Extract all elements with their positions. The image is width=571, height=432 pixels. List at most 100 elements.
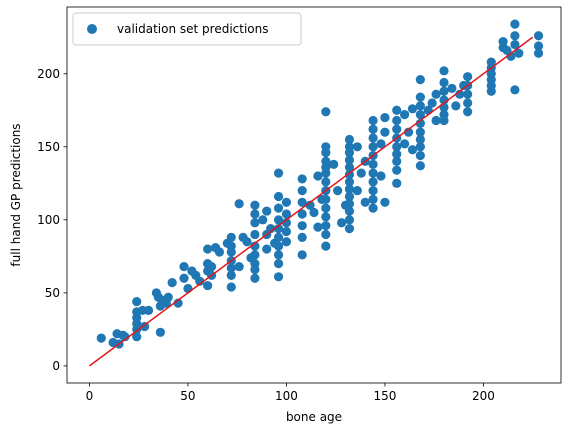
data-point [392,105,402,115]
data-point [250,241,260,251]
data-point [321,177,331,187]
data-point [415,150,425,161]
data-point [427,98,437,108]
data-point [510,85,520,95]
data-point [392,124,402,134]
data-point [321,221,331,231]
data-point [226,232,236,242]
data-point [439,115,449,126]
data-point [510,39,520,50]
data-point [143,305,154,316]
data-point [415,142,425,152]
data-point [179,261,189,272]
data-point [214,247,225,257]
y-axis-label: full hand GP predictions [9,123,23,266]
plot-area [89,19,544,367]
data-point [486,86,496,96]
data-point [431,115,441,126]
data-point [333,186,343,196]
data-point [313,222,323,232]
data-point [281,209,292,219]
data-point [321,148,331,158]
data-point [321,241,331,251]
data-point [368,203,378,213]
data-point [392,178,402,188]
data-point [262,244,272,254]
data-point [132,297,142,307]
data-point [376,139,386,149]
x-tick-label: 100 [275,389,298,403]
x-tick-label: 0 [86,389,94,403]
data-point [344,148,355,158]
data-point [273,223,284,234]
data-point [533,41,544,51]
data-point [203,244,213,254]
data-point [415,118,425,129]
data-point [273,241,284,251]
data-point [183,283,193,294]
data-point [380,127,390,137]
data-point [380,197,390,207]
data-point [262,206,272,216]
data-point [226,247,236,257]
data-point [242,237,252,247]
data-point [234,199,244,209]
data-point [380,112,390,123]
data-point [376,171,386,181]
data-point [510,19,520,29]
data-point [368,142,378,152]
data-point [400,110,410,120]
data-point [533,48,544,58]
data-point [297,250,307,260]
data-point [226,263,236,273]
data-point [309,207,319,218]
data-point [132,332,142,342]
data-point [281,218,292,228]
data-point [344,162,355,172]
data-point [344,191,355,202]
data-point [329,159,339,169]
data-point [297,197,307,207]
data-point [321,168,331,178]
data-point [368,177,378,187]
data-point [273,191,284,202]
data-point [403,127,414,137]
y-tick-label: 200 [37,67,60,81]
legend: validation set predictions [72,12,302,46]
axis-ticks: 0 50 100 150 200 0 50 100 150 200 [37,67,495,403]
data-point [250,250,260,260]
data-point [368,115,378,126]
data-point [407,104,418,114]
data-point [266,223,276,234]
data-point [439,66,449,76]
data-point [463,72,473,82]
data-point [368,194,378,204]
data-point [506,51,516,61]
data-point [400,139,410,149]
data-point [281,197,292,207]
data-point [321,107,331,117]
y-tick-label: 100 [37,213,60,227]
data-point [273,215,284,225]
y-tick-label: 150 [37,140,60,154]
data-point [155,327,165,337]
data-point [415,92,425,102]
data-point [455,89,465,99]
data-point [510,31,520,41]
data-point [431,89,441,99]
data-point [439,77,449,88]
data-point [96,333,106,343]
axes-frame [66,6,562,384]
x-axis-label: bone age [286,410,342,424]
data-point [297,174,307,184]
data-point [392,165,402,175]
data-point [173,298,183,308]
data-point [392,142,402,152]
data-point [439,86,449,96]
data-point [167,278,177,288]
data-point [514,48,524,58]
data-point [250,200,260,210]
data-point [439,95,449,105]
data-point [179,273,189,283]
data-point [451,101,461,111]
